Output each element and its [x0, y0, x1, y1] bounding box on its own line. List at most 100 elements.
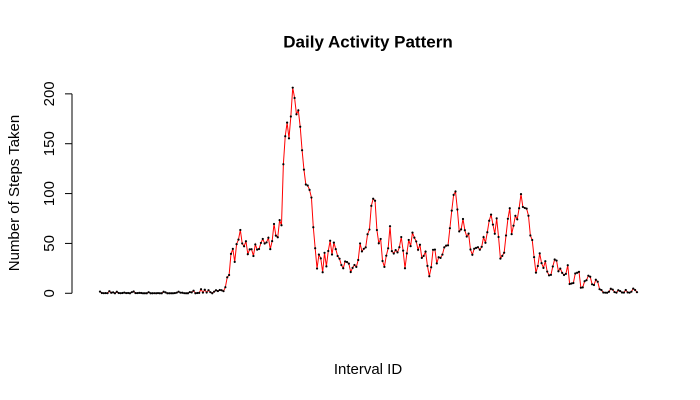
point: [209, 291, 212, 294]
point: [368, 228, 371, 231]
point: [458, 230, 461, 233]
point: [388, 225, 392, 228]
point: [456, 208, 459, 211]
point: [265, 241, 268, 244]
point: [609, 287, 612, 290]
point: [119, 292, 122, 295]
point: [308, 188, 311, 191]
point: [263, 242, 266, 245]
point: [284, 135, 287, 138]
point: [542, 266, 545, 269]
point: [598, 288, 601, 291]
point: [338, 257, 341, 260]
point: [559, 267, 562, 270]
point: [572, 281, 575, 285]
point: [344, 260, 347, 263]
point: [125, 291, 128, 295]
point: [302, 168, 306, 171]
point: [136, 291, 139, 295]
y-tick-label: 200: [41, 81, 58, 106]
point: [620, 291, 624, 294]
point: [602, 291, 605, 294]
point: [632, 287, 635, 290]
point: [418, 243, 422, 246]
point: [617, 289, 620, 292]
point: [381, 259, 384, 263]
point: [257, 247, 261, 251]
point: [272, 222, 276, 226]
point: [446, 244, 450, 247]
point: [184, 292, 188, 295]
line: [99, 87, 638, 294]
point: [319, 257, 322, 260]
point: [390, 249, 393, 253]
point: [235, 243, 238, 246]
y-tick-label: 0: [41, 289, 58, 297]
point: [364, 246, 367, 249]
point: [547, 274, 551, 277]
point: [155, 292, 158, 295]
point: [493, 232, 496, 235]
point: [334, 248, 337, 251]
point: [514, 214, 517, 217]
point: [222, 290, 225, 293]
point: [411, 231, 414, 234]
point: [373, 199, 377, 202]
point: [430, 266, 433, 269]
point: [634, 288, 637, 292]
point: [201, 291, 205, 294]
point: [463, 229, 466, 232]
point: [347, 262, 350, 265]
point: [360, 250, 364, 253]
point: [111, 291, 115, 294]
point: [424, 250, 427, 253]
point: [484, 241, 487, 244]
point: [495, 217, 498, 220]
point: [287, 137, 291, 140]
point: [340, 263, 343, 267]
point: [566, 264, 569, 267]
point: [549, 273, 553, 276]
point: [315, 267, 319, 270]
point: [252, 254, 255, 258]
point: [413, 236, 416, 239]
point: [394, 249, 397, 252]
point: [372, 197, 375, 200]
point: [151, 292, 154, 295]
point: [192, 289, 195, 292]
point: [611, 288, 614, 291]
point: [439, 256, 442, 259]
point: [426, 264, 429, 267]
point: [583, 280, 586, 283]
point: [306, 184, 309, 187]
point: [104, 291, 107, 295]
point: [538, 252, 541, 255]
point: [289, 115, 292, 118]
point: [420, 256, 423, 259]
point: [488, 219, 491, 222]
point: [489, 213, 493, 216]
point: [546, 270, 549, 273]
point: [471, 253, 474, 256]
point: [536, 264, 539, 268]
point: [564, 272, 567, 275]
point: [173, 291, 176, 295]
point: [297, 109, 300, 112]
point: [138, 291, 141, 294]
point: [433, 248, 437, 251]
point: [117, 291, 120, 295]
point: [345, 260, 349, 264]
point: [544, 260, 547, 263]
point: [370, 204, 373, 207]
point: [314, 247, 317, 250]
y-tick-label: 100: [41, 181, 58, 206]
point: [416, 248, 420, 251]
point: [194, 292, 197, 295]
point: [465, 235, 468, 238]
point: [461, 217, 465, 221]
point: [630, 290, 633, 293]
point: [271, 240, 274, 243]
point: [177, 290, 180, 293]
point: [164, 291, 167, 294]
